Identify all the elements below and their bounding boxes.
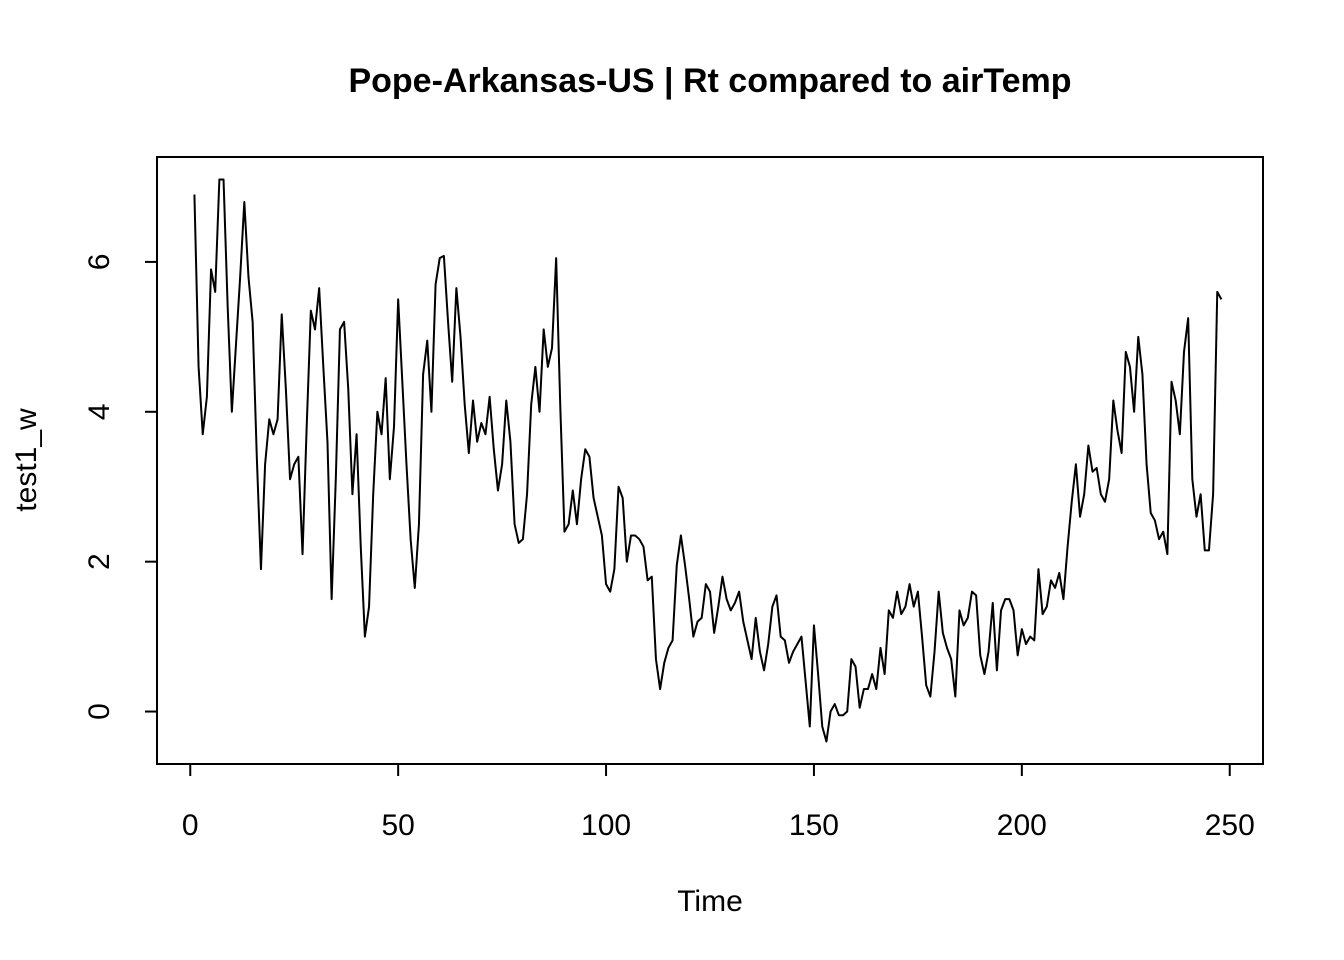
- y-tick-label-2: 4: [83, 403, 116, 420]
- y-tick-label-3: 6: [83, 254, 116, 271]
- x-tick-label-5: 250: [1205, 809, 1255, 842]
- chart-title: Pope-Arkansas-US | Rt compared to airTem…: [348, 62, 1071, 100]
- x-tick-label-2: 100: [581, 809, 631, 842]
- x-axis-label: Time: [677, 885, 743, 918]
- x-tick-label-4: 200: [997, 809, 1047, 842]
- x-tick-label-0: 0: [182, 809, 199, 842]
- plot-frame: [156, 156, 1264, 765]
- x-axis: 0 50 100 150 200 250: [182, 763, 1255, 842]
- y-axis: 0 2 4 6: [83, 254, 158, 720]
- x-tick-label-3: 150: [789, 809, 839, 842]
- x-tick-label-1: 50: [381, 809, 414, 842]
- series-line: [193, 178, 1223, 743]
- y-tick-label-1: 2: [83, 553, 116, 570]
- y-axis-label: test1_w: [10, 408, 43, 512]
- y-tick-label-0: 0: [83, 703, 116, 720]
